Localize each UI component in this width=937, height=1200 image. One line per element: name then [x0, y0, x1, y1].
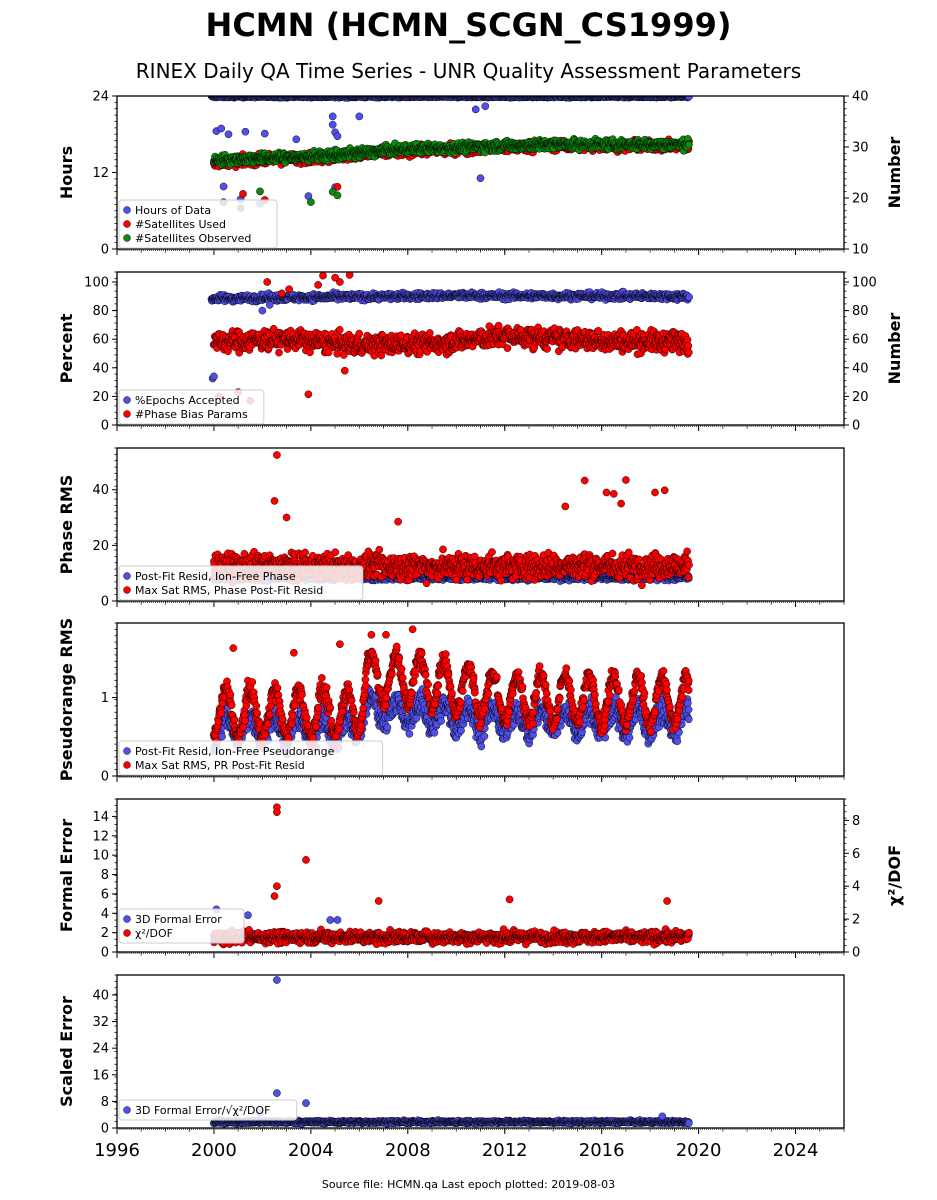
outlier-point: [328, 112, 337, 121]
outlier-point: [239, 190, 247, 198]
outlier-point: [333, 191, 342, 200]
outlier-point: [260, 129, 269, 138]
legend-marker: [123, 206, 131, 214]
y-right-tick-label: 30: [852, 141, 869, 156]
outlier-point: [265, 301, 274, 309]
y-axis-right-label: Number: [885, 137, 904, 209]
outlier-point: [481, 102, 490, 111]
outlier-point: [328, 120, 337, 129]
y-tick-label: 0: [101, 243, 109, 258]
y-axis-label: Hours: [57, 146, 76, 199]
legend-marker: [123, 234, 131, 242]
outlier-point: [355, 112, 364, 121]
legend-entry: Hours of Data: [135, 204, 211, 217]
legend-marker: [123, 220, 131, 228]
outlier-point: [258, 306, 267, 315]
point: [685, 140, 693, 149]
outlier-point: [241, 127, 250, 136]
outlier-point: [476, 174, 485, 183]
y-right-tick-label: 10: [852, 243, 869, 258]
y-right-tick-label: 40: [852, 90, 869, 105]
point: [685, 293, 693, 301]
panel-2-points: [207, 272, 693, 405]
outlier-point: [219, 182, 228, 191]
figure-subtitle: RINEX Daily QA Time Series - UNR Quality…: [136, 59, 801, 83]
figure-title: HCMN (HCMN_SCGN_CS1999): [206, 6, 732, 44]
panel-1-points: [207, 96, 693, 213]
outlier-point: [333, 132, 342, 141]
outlier-point: [210, 372, 218, 381]
y-tick-label: 12: [92, 166, 109, 181]
y-right-tick-label: 20: [852, 192, 869, 207]
y-tick-label: 24: [92, 90, 109, 105]
outlier-point: [292, 135, 301, 144]
outlier-point: [256, 187, 264, 196]
outlier-point: [471, 105, 480, 114]
outlier-point: [307, 198, 315, 206]
legend-entry: #Satellites Used: [135, 218, 226, 231]
legend-entry: #Satellites Observed: [135, 232, 251, 245]
outlier-point: [224, 130, 233, 139]
legend: Hours of Data#Satellites Used#Satellites…: [118, 199, 278, 249]
outlier-point: [217, 124, 226, 133]
